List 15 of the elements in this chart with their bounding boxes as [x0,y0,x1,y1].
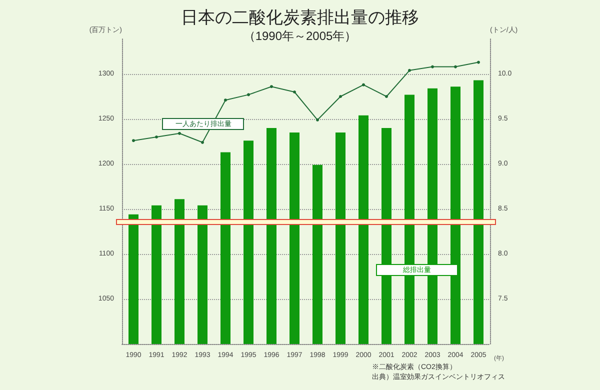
point [431,65,434,68]
point [454,65,457,68]
line-series [132,60,480,144]
point [477,60,480,64]
chart-title: 日本の二酸化炭素排出量の推移 [181,8,419,27]
point [408,68,411,72]
point [270,85,273,88]
point [178,132,181,135]
chart-subtitle: （1990年～2005年） [243,29,357,43]
point [224,98,227,102]
point [201,140,204,144]
point [247,93,250,96]
point [132,139,135,142]
point [362,83,365,86]
point [316,118,319,122]
